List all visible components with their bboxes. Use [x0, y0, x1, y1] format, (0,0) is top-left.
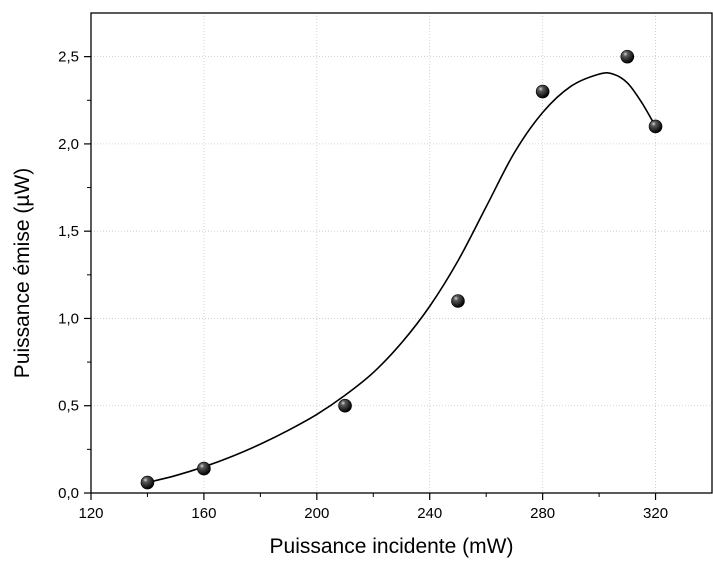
point-layer: [140, 49, 663, 490]
data-point: [535, 84, 550, 99]
data-point: [620, 49, 635, 64]
grid-layer: [91, 13, 712, 493]
x-tick-label: 240: [417, 505, 442, 522]
x-tick-label: 160: [191, 505, 216, 522]
data-point: [648, 119, 663, 134]
plot-frame: [90, 12, 713, 494]
y-axis-title: Puissance émise (µW): [11, 168, 34, 378]
x-axis-title: Puissance incidente (mW): [270, 535, 514, 558]
x-tick-label: 320: [643, 505, 668, 522]
tick-layer: 120 160 200 240 280 320 0,0 0,5 1,0 1,5 2,0 2,5: [58, 49, 668, 522]
data-point: [197, 461, 211, 476]
x-tick-label: 120: [78, 505, 103, 522]
fit-curve-line: [147, 71, 657, 484]
x-tick-label: 280: [530, 505, 555, 522]
y-tick-label: 0,5: [58, 398, 79, 415]
data-point: [451, 294, 465, 308]
x-tick-label: 200: [304, 505, 329, 522]
data-point: [140, 475, 155, 490]
y-tick-label: 2,0: [58, 136, 79, 153]
y-tick-label: 0,0: [58, 485, 79, 502]
y-tick-label: 1,5: [58, 223, 79, 240]
y-tick-label: 1,0: [58, 310, 79, 327]
curve-layer: [147, 71, 657, 484]
y-tick-label: 2,5: [58, 49, 79, 66]
data-point: [338, 398, 352, 413]
